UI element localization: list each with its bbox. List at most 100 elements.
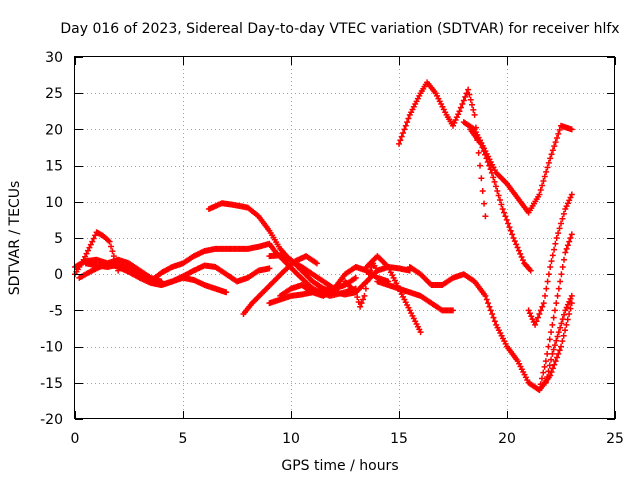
data-point <box>560 332 567 339</box>
data-point <box>462 93 469 100</box>
data-point <box>374 267 381 274</box>
data-point <box>109 248 116 255</box>
data-point <box>89 238 96 245</box>
data-point <box>479 187 486 194</box>
data-point <box>536 311 543 318</box>
data-point <box>546 362 553 369</box>
data-point <box>404 119 411 126</box>
data-point <box>558 220 564 227</box>
data-point <box>485 300 492 307</box>
data-point <box>498 201 505 208</box>
data-point <box>466 91 473 98</box>
data-point <box>559 215 566 222</box>
data-point <box>518 254 525 261</box>
data-point <box>515 247 522 254</box>
data-point <box>558 271 565 278</box>
data-point <box>568 191 575 198</box>
data-point <box>548 258 555 265</box>
data-point <box>549 350 556 357</box>
data-point <box>496 196 503 203</box>
data-point <box>559 263 566 270</box>
data-point <box>108 243 114 250</box>
data-point <box>539 303 546 310</box>
data-point <box>542 292 549 299</box>
data-layer <box>72 79 575 394</box>
data-point <box>536 191 543 198</box>
data-point <box>486 303 493 310</box>
data-point <box>482 292 489 299</box>
data-point <box>501 209 508 216</box>
data-point <box>555 350 562 357</box>
data-point <box>563 245 570 252</box>
data-point <box>495 192 502 199</box>
data-point <box>86 244 93 251</box>
data-point <box>509 231 516 238</box>
data-point <box>547 372 554 379</box>
data-point <box>354 294 361 301</box>
data-point <box>547 155 554 162</box>
data-point <box>511 238 518 245</box>
data-point <box>536 387 543 394</box>
data-point <box>564 242 571 249</box>
data-point <box>549 147 556 154</box>
tick-layer: 0 5 10 15 20 25 -20 -15 -10 -5 0 5 10 15 20 25 30 <box>40 50 624 447</box>
data-series <box>82 260 273 289</box>
data-point <box>551 307 558 314</box>
data-point <box>364 278 371 285</box>
data-series <box>240 253 320 318</box>
data-point <box>478 140 485 147</box>
data-point <box>553 300 560 307</box>
data-series <box>406 263 575 394</box>
data-point <box>405 115 412 122</box>
data-point <box>558 343 564 350</box>
data-point <box>539 182 546 189</box>
data-point <box>551 143 558 150</box>
data-point <box>552 240 559 247</box>
data-point <box>544 350 551 357</box>
y-tick-label: 15 <box>45 159 63 175</box>
data-point <box>477 162 483 169</box>
data-point <box>556 126 563 133</box>
y-tick-label: -5 <box>49 303 63 319</box>
data-point <box>400 130 407 137</box>
data-point <box>491 318 498 325</box>
data-point <box>398 133 405 140</box>
data-point <box>553 354 560 361</box>
data-point <box>567 305 574 312</box>
data-point <box>549 252 556 259</box>
data-point <box>362 285 369 292</box>
data-point <box>544 374 551 381</box>
x-tick-label: 15 <box>390 431 408 447</box>
data-point <box>491 178 498 185</box>
data-point <box>506 224 513 231</box>
data-point <box>352 274 359 281</box>
data-point <box>568 126 575 133</box>
data-point <box>567 235 574 241</box>
data-point <box>514 244 521 251</box>
data-point <box>487 307 494 314</box>
data-point <box>482 151 489 158</box>
data-point <box>480 148 487 155</box>
data-point <box>490 314 497 321</box>
y-axis-label: SDTVAR / TECUs <box>7 181 23 296</box>
data-point <box>566 311 573 318</box>
data-point <box>475 149 482 156</box>
data-point <box>397 137 404 144</box>
x-tick-label: 10 <box>282 431 300 447</box>
data-point <box>533 318 540 325</box>
data-point <box>517 250 524 257</box>
data-point <box>553 235 560 241</box>
data-point <box>561 311 568 318</box>
x-tick-label: 20 <box>498 431 516 447</box>
data-point <box>465 86 472 93</box>
data-point <box>557 278 564 285</box>
data-point <box>82 253 89 260</box>
data-point <box>503 216 510 223</box>
data-point <box>544 164 551 171</box>
data-point <box>357 303 364 310</box>
data-point <box>555 130 562 137</box>
data-point <box>481 200 488 207</box>
y-tick-label: 0 <box>54 267 63 283</box>
data-point <box>396 140 402 147</box>
data-point <box>552 139 559 146</box>
